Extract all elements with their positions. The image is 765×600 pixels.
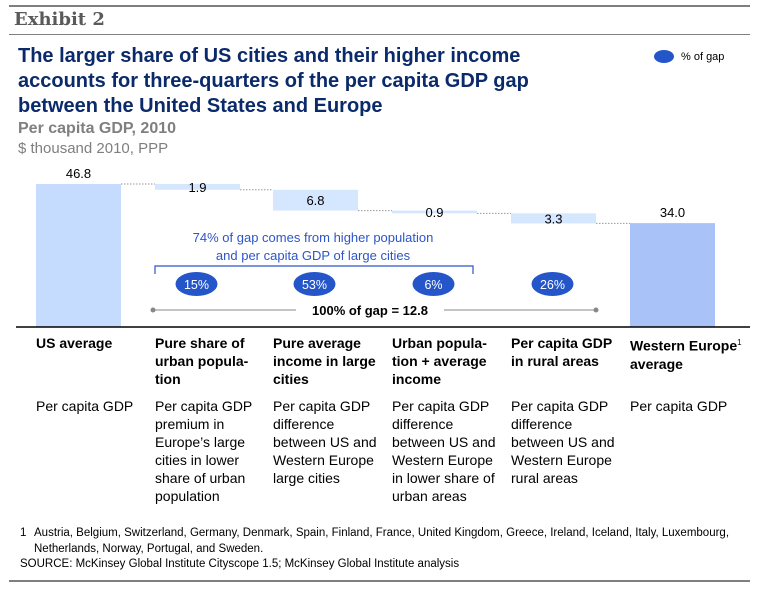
column-header: US average (36, 335, 113, 351)
column-description: Per capita GDP (36, 398, 134, 414)
legend-dot-icon (654, 50, 674, 63)
unit-label: $ thousand 2010, PPP (18, 140, 169, 157)
column-header: Per capita GDP in rural areas (511, 335, 612, 369)
column-description: Per capita GDP difference between US and… (273, 398, 377, 486)
top-rule (9, 5, 750, 7)
total-gap-label: 100% of gap = 12.8 (312, 303, 428, 318)
exhibit-label: Exhibit 2 (14, 9, 105, 30)
waterfall-bar (392, 210, 477, 214)
waterfall-bar (630, 223, 715, 327)
footnote: 1 Austria, Belgium, Switzerland, Germany… (20, 525, 740, 557)
gap-share-bubble (175, 272, 218, 296)
footnote-mark: 1 (737, 338, 742, 347)
bar-value-label: 1.9 (188, 180, 206, 195)
bar-value-label: 6.8 (306, 193, 324, 208)
waterfall-bar (511, 213, 596, 224)
gap-share-label: 6% (424, 278, 442, 292)
waterfall-bar (36, 184, 121, 327)
bar-value-label: 0.9 (425, 205, 443, 220)
footnote-text: Austria, Belgium, Switzerland, Germany, … (34, 527, 730, 555)
waterfall-bar (155, 184, 240, 190)
header-rule (9, 34, 750, 35)
waterfall-chart: 46.8 1.9 6.8 0.9 3.3 34.0 74% of gap comes fro… (16, 166, 750, 328)
gap-share-label: 26% (540, 278, 565, 292)
column-description: Per capita GDP (630, 398, 728, 414)
column-header: Urban popula-tion + average income (392, 335, 487, 387)
total-gap-endpoint (150, 307, 156, 313)
gap-share-label: 53% (302, 278, 327, 292)
bar-value-label: 46.8 (66, 166, 91, 181)
column-description: Per capita GDP difference between US and… (511, 398, 615, 486)
bar-value-label: 3.3 (544, 211, 562, 226)
gap-share-bubble (531, 272, 574, 296)
total-gap-endpoint (593, 307, 599, 313)
gap-share-bubble (412, 272, 455, 296)
total-gap-label-bg (296, 302, 444, 318)
column-header: Pure share of urban popula-tion (155, 335, 249, 387)
legend-label: % of gap (681, 50, 725, 63)
footnote-number: 1 (20, 527, 27, 539)
bracket-annotation-text: 74% of gap comes from higher population (193, 230, 434, 245)
bracket-line (154, 265, 474, 274)
column-description: Per capita GDP difference between US and… (392, 398, 496, 504)
bar-value-label: 34.0 (660, 205, 685, 220)
bracket-annotation-text: and per capita GDP of large cities (216, 248, 411, 263)
source-note: SOURCE: McKinsey Global Institute Citysc… (20, 558, 460, 570)
legend: % of gap (654, 50, 724, 63)
chart-title: The larger share of US cities and their … (18, 45, 529, 117)
waterfall-bar (273, 189, 358, 211)
column-header: Pure average income in large cities (273, 335, 376, 387)
column-description: Per capita GDP premium in Europe’s large… (155, 398, 253, 504)
chart-subtitle: Per capita GDP, 2010 (18, 120, 177, 137)
gap-share-label: 15% (184, 278, 209, 292)
gap-share-bubble (293, 272, 336, 296)
column-header: Western Europe1 average (630, 337, 742, 372)
bottom-rule (9, 580, 750, 582)
